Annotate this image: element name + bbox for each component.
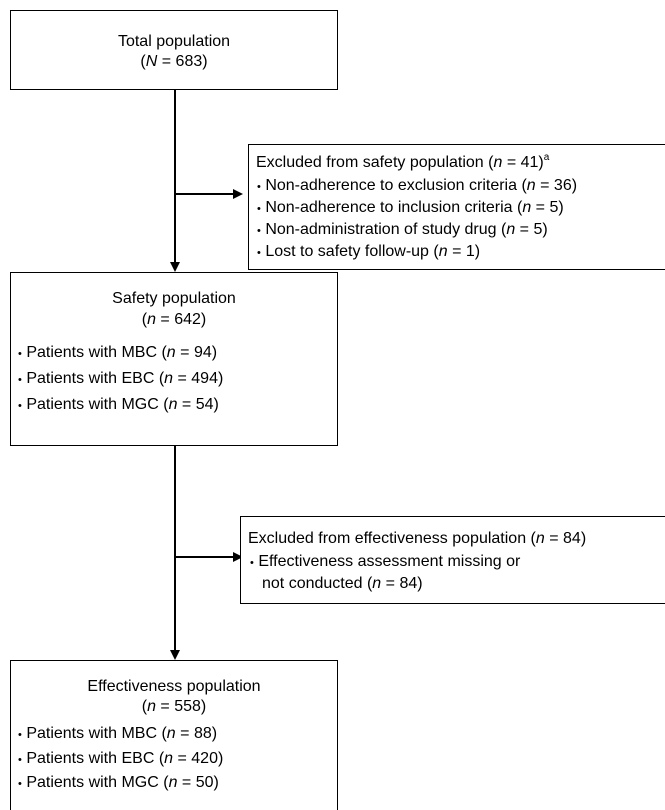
arrowhead-to-safety (170, 262, 180, 272)
effectiveness-subgroup-item: • Patients with MGC (n = 50) (18, 774, 219, 791)
effectiveness-population-count: (n = 558) (141, 698, 207, 715)
excluded-safety-item: • Lost to safety follow-up (n = 1) (257, 243, 481, 260)
excluded-safety-item: • Non-adherence to exclusion criteria (n… (257, 177, 578, 194)
bullet-glyph: • (18, 348, 22, 360)
arrowhead-to-excluded-safety (233, 189, 243, 199)
connector-to-excluded-safety (175, 193, 233, 195)
bullet-glyph: • (18, 400, 22, 412)
bullet-glyph: • (257, 181, 261, 193)
footnote-marker: a (543, 152, 550, 163)
total-population-box (10, 10, 338, 90)
connector-to-excluded-effectiveness (175, 556, 233, 558)
arrowhead-to-excluded-effectiveness (233, 552, 243, 562)
safety-subgroup-item: • Patients with MBC (n = 94) (18, 344, 218, 361)
excluded-safety-box (248, 144, 665, 270)
effectiveness-subgroup-item: • Patients with EBC (n = 420) (18, 750, 224, 767)
total-population-count: (N = 683) (140, 53, 208, 70)
safety-subgroup-item: • Patients with MGC (n = 54) (18, 396, 219, 413)
excluded-effectiveness-item-continued: not conducted (n = 84) (262, 575, 423, 592)
safety-subgroup-item: • Patients with EBC (n = 494) (18, 370, 224, 387)
excluded-effectiveness-item: • Effectiveness assessment missing or (250, 553, 521, 570)
excluded-effectiveness-box (240, 516, 665, 604)
safety-population-count: (n = 642) (141, 311, 207, 328)
connector-safety-to-effectiveness (174, 446, 176, 650)
bullet-glyph: • (18, 729, 22, 741)
safety-population-box (10, 272, 338, 446)
excluded-effectiveness-title: Excluded from effectiveness population (… (248, 530, 587, 547)
bullet-glyph: • (18, 754, 22, 766)
arrowhead-to-effectiveness (170, 650, 180, 660)
effectiveness-population-box (10, 660, 338, 810)
bullet-glyph: • (257, 225, 261, 237)
excluded-safety-item: • Non-adherence to inclusion criteria (n… (257, 199, 564, 216)
effectiveness-subgroup-item: • Patients with MBC (n = 88) (18, 725, 218, 742)
bullet-glyph: • (18, 374, 22, 386)
bullet-glyph: • (257, 203, 261, 215)
bullet-glyph: • (257, 247, 261, 259)
excluded-safety-title: Excluded from safety population (n = 41)… (256, 152, 550, 172)
total-population-title: Total population (117, 33, 231, 50)
bullet-glyph: • (250, 557, 254, 569)
bullet-glyph: • (18, 778, 22, 790)
safety-population-title: Safety population (112, 290, 236, 307)
connector-total-to-safety (174, 90, 176, 262)
excluded-safety-item: • Non-administration of study drug (n = … (257, 221, 548, 238)
effectiveness-population-title: Effectiveness population (87, 678, 261, 695)
